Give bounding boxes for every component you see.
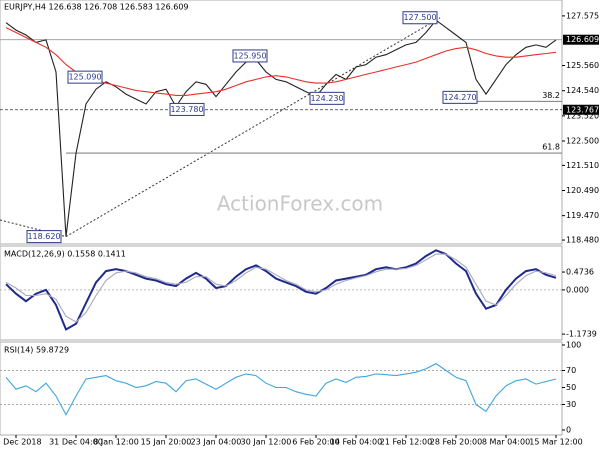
x-tick-label: 28 Feb 20:00	[430, 438, 482, 447]
y-tick-label: 0.4736	[566, 268, 594, 277]
x-tick-label: 30 Jan 12:00	[241, 438, 292, 447]
price-marker-box	[563, 104, 599, 115]
annotation-label: 125.950	[233, 51, 266, 60]
y-tick-label: 125.560	[566, 61, 599, 70]
y-tick-label: 70	[566, 366, 576, 375]
price-marker-label: 126.609	[566, 35, 599, 44]
y-tick-label: 122.500	[566, 136, 599, 145]
x-tick-label: 15 Mar 12:00	[529, 438, 582, 447]
panel-title: MACD(12,26,9) 0.1558 0.1411	[4, 250, 126, 259]
y-tick-label: -1.1739	[566, 330, 597, 339]
y-tick-label: 123.520	[566, 111, 599, 120]
y-tick-label: 50	[566, 383, 576, 392]
fib-label: 61.8	[542, 143, 560, 152]
series-line	[5, 253, 557, 323]
annotation-box	[169, 102, 205, 116]
panel-frame	[0, 0, 563, 245]
annotation-label: 124.230	[310, 94, 343, 103]
x-tick-label: 31 Dec 04:00	[49, 438, 103, 447]
x-tick-label: 6 Feb 20:00	[292, 438, 339, 447]
y-tick-label: 0.000	[566, 285, 589, 294]
y-tick-label: 118.480	[566, 236, 599, 245]
annotation-box	[309, 91, 345, 105]
header: EURJPY,H4 126.638 126.708 126.583 126.60…	[4, 3, 189, 12]
series-line	[5, 249, 557, 331]
x-tick-label: 21 Feb 12:00	[380, 438, 432, 447]
y-tick-label: 0	[566, 425, 571, 434]
x-tick-label: 20 Dec 2018	[0, 438, 42, 447]
watermark: ActionForex.com	[217, 192, 383, 216]
annotation-box	[67, 70, 103, 84]
fib-line	[65, 17, 441, 238]
y-tick-label: 121.510	[566, 161, 599, 170]
panel-title: RSI(14) 59.8729	[4, 346, 69, 355]
y-tick-label: 120.490	[566, 186, 599, 195]
panel-frame	[0, 341, 563, 436]
price-marker-label: 123.767	[566, 105, 599, 114]
y-tick-label: 100	[566, 340, 581, 349]
annotation-box	[26, 230, 62, 244]
panel-frame	[0, 245, 563, 341]
x-tick-label: 8 Jan 12:00	[93, 438, 139, 447]
x-tick-label: 23 Jan 04:00	[191, 438, 242, 447]
fib-label: 38.2	[542, 91, 560, 100]
y-tick-label: 127.575	[566, 11, 599, 20]
annotation-label: 124.270	[443, 93, 476, 102]
annotation-box	[442, 90, 478, 104]
y-tick-label: 124.540	[566, 86, 599, 95]
annotation-label: 123.780	[170, 105, 203, 114]
annotation-box	[402, 11, 438, 25]
annotation-label: 127.500	[403, 13, 436, 22]
price-marker-box	[563, 34, 599, 45]
x-tick-label: 15 Jan 20:00	[141, 438, 192, 447]
series-line	[5, 363, 557, 416]
x-tick-label: 14 Feb 04:00	[330, 438, 382, 447]
x-tick-label: 8 Mar 04:00	[482, 438, 530, 447]
y-tick-label: 30	[566, 400, 576, 409]
series-line	[5, 19, 557, 237]
y-tick-label: 119.470	[566, 211, 599, 220]
annotation-box	[232, 49, 268, 63]
annotation-label: 118.620	[27, 232, 60, 241]
annotation-label: 125.090	[68, 73, 101, 82]
